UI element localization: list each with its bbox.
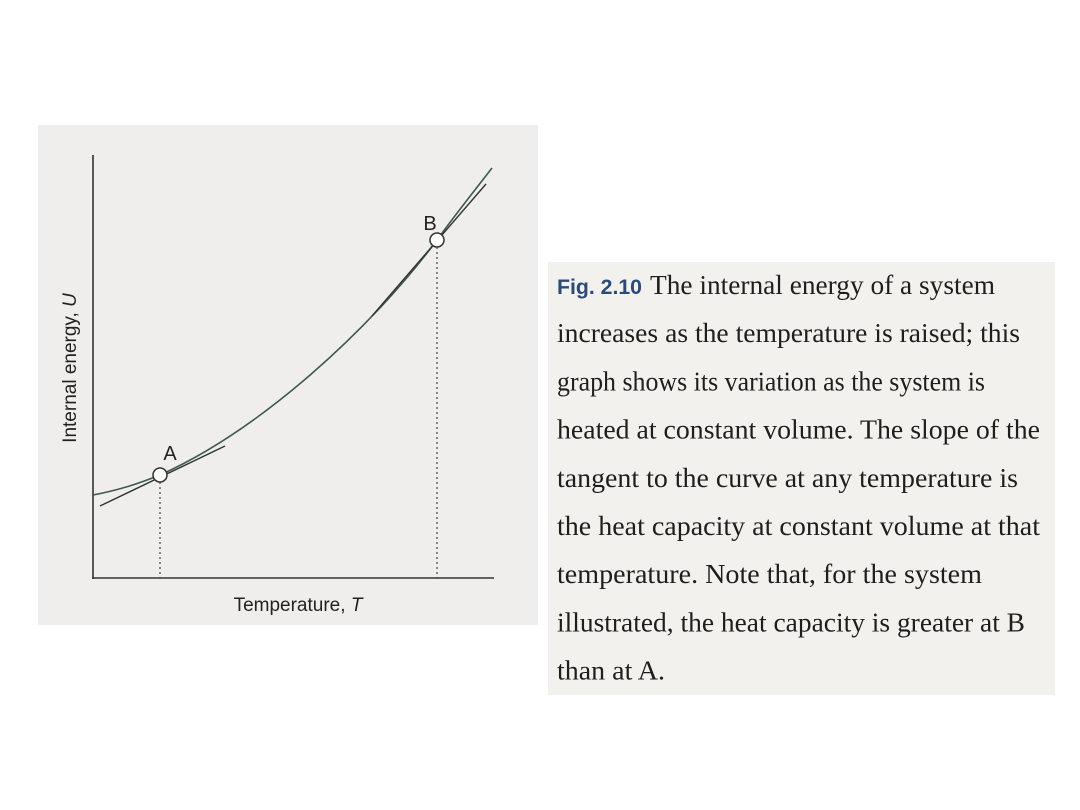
- caption-line: The internal energy of a system: [650, 270, 995, 300]
- x-axis-text: Temperature,: [234, 595, 351, 616]
- caption-panel: [548, 262, 1055, 695]
- x-axis-symbol: T: [351, 595, 364, 616]
- y-axis-text: Internal energy,: [60, 307, 81, 443]
- y-axis-title: Internal energy, U: [60, 293, 81, 443]
- caption: Fig. 2.10 The internal energy of a syste…: [548, 262, 1055, 695]
- caption-line: the heat capacity at constant volume at …: [557, 511, 1041, 541]
- y-axis-symbol: U: [60, 293, 81, 307]
- caption-line: illustrated, the heat capacity is greate…: [557, 607, 1025, 637]
- energy-curve: [92, 167, 493, 496]
- x-axis-title: Temperature, T: [234, 595, 364, 616]
- tangent-b: [371, 183, 487, 317]
- caption-line: tangent to the curve at any temperature …: [557, 463, 1018, 493]
- caption-line: temperature. Note that, for the system: [557, 559, 982, 589]
- caption-line: graph shows its variation as the system …: [557, 366, 985, 396]
- caption-line: increases as the temperature is raised; …: [557, 318, 1020, 348]
- point-b: [429, 232, 445, 248]
- caption-label: Fig. 2.10: [557, 276, 642, 299]
- caption-line: than at A.: [557, 656, 665, 686]
- point-a: [152, 467, 168, 483]
- point-label: A: [163, 443, 177, 465]
- caption-line: heated at constant volume. The slope of …: [557, 415, 1040, 445]
- figure-panel: [38, 125, 538, 625]
- point-label: B: [423, 213, 436, 235]
- figure: A B Internal energy, U Temperature, T: [38, 125, 538, 625]
